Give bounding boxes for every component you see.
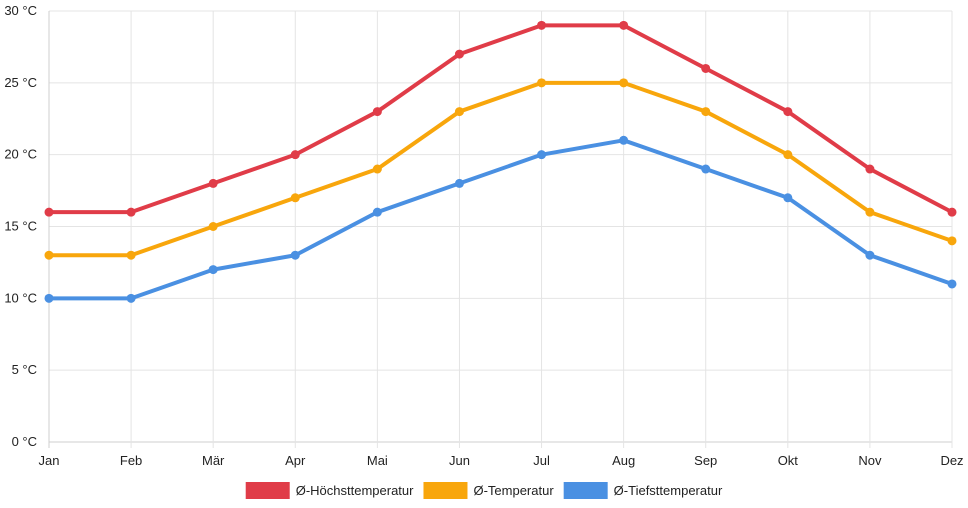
y-tick-label: 15 °C xyxy=(4,219,37,234)
legend-swatch xyxy=(245,482,290,499)
data-point[interactable] xyxy=(44,293,54,303)
series-line-0 xyxy=(47,23,954,215)
legend-item-2[interactable]: Ø-Tiefsttemperatur xyxy=(563,482,723,499)
data-point[interactable] xyxy=(701,164,711,174)
x-tick-label: Jan xyxy=(39,453,60,468)
data-point[interactable] xyxy=(208,222,218,231)
data-point[interactable] xyxy=(372,207,382,217)
legend-item-0[interactable]: Ø-Höchsttemperatur xyxy=(245,482,414,499)
y-tick-label: 0 °C xyxy=(12,434,37,449)
series-0 xyxy=(44,20,957,217)
x-tick-label: Sep xyxy=(694,453,717,468)
data-point[interactable] xyxy=(619,135,629,145)
data-point[interactable] xyxy=(290,250,300,260)
data-point[interactable] xyxy=(208,265,218,275)
data-point[interactable] xyxy=(701,107,711,117)
x-tick-label: Dez xyxy=(940,453,963,468)
data-point[interactable] xyxy=(372,107,382,117)
data-point[interactable] xyxy=(947,279,957,289)
legend-swatch xyxy=(423,482,468,499)
grid-layer xyxy=(48,10,953,448)
legend-swatch xyxy=(563,482,608,499)
data-point[interactable] xyxy=(537,150,547,160)
data-point[interactable] xyxy=(126,250,136,260)
legend-item-1[interactable]: Ø-Temperatur xyxy=(423,482,554,499)
x-tick-label: Feb xyxy=(120,453,142,468)
legend[interactable]: Ø-Höchsttemperatur Ø-Temperatur Ø-Tiefstte… xyxy=(245,482,723,499)
data-point[interactable] xyxy=(701,63,711,73)
data-point[interactable] xyxy=(783,107,793,117)
legend-label: Ø-Temperatur xyxy=(473,483,554,498)
data-point[interactable] xyxy=(619,20,629,30)
data-point[interactable] xyxy=(783,150,793,160)
x-tick-label: Mär xyxy=(202,453,225,468)
series-2 xyxy=(44,135,957,303)
data-point[interactable] xyxy=(454,49,464,59)
data-point[interactable] xyxy=(290,150,300,160)
series-layer xyxy=(44,20,957,303)
data-point[interactable] xyxy=(454,178,464,188)
x-tick-label: Jul xyxy=(533,453,550,468)
data-point[interactable] xyxy=(865,164,875,174)
data-point[interactable] xyxy=(44,250,54,260)
series-line-1 xyxy=(47,80,954,258)
data-point[interactable] xyxy=(947,207,957,217)
data-point[interactable] xyxy=(947,236,957,246)
data-point[interactable] xyxy=(537,78,547,88)
y-tick-label: 30 °C xyxy=(4,3,37,18)
data-point[interactable] xyxy=(290,193,300,203)
data-point[interactable] xyxy=(783,193,793,203)
y-tick-label: 10 °C xyxy=(4,290,37,305)
x-tick-label: Apr xyxy=(285,453,306,468)
legend-label: Ø-Tiefsttemperatur xyxy=(614,483,723,498)
data-point[interactable] xyxy=(865,250,875,260)
data-point[interactable] xyxy=(372,164,382,174)
series-1 xyxy=(44,78,957,260)
data-point[interactable] xyxy=(126,293,136,303)
data-point[interactable] xyxy=(126,207,136,217)
data-point[interactable] xyxy=(537,20,547,30)
data-point[interactable] xyxy=(454,107,464,117)
x-tick-label: Aug xyxy=(612,453,635,468)
data-point[interactable] xyxy=(865,207,875,217)
x-tick-label: Mai xyxy=(367,453,388,468)
data-point[interactable] xyxy=(208,178,218,188)
legend-label: Ø-Höchsttemperatur xyxy=(296,483,414,498)
series-line-2 xyxy=(47,138,954,301)
data-point[interactable] xyxy=(619,78,629,88)
x-tick-label: Nov xyxy=(858,453,882,468)
axis-layer: 0 °C 5 °C 10 °C 15 °C 20 °C 25 °C 30 °C Jan Feb M… xyxy=(4,3,963,468)
data-point[interactable] xyxy=(44,207,54,217)
x-tick-label: Okt xyxy=(778,453,799,468)
y-tick-label: 25 °C xyxy=(4,75,37,90)
y-tick-label: 20 °C xyxy=(4,147,37,162)
x-tick-label: Jun xyxy=(449,453,470,468)
y-tick-label: 5 °C xyxy=(12,362,37,377)
